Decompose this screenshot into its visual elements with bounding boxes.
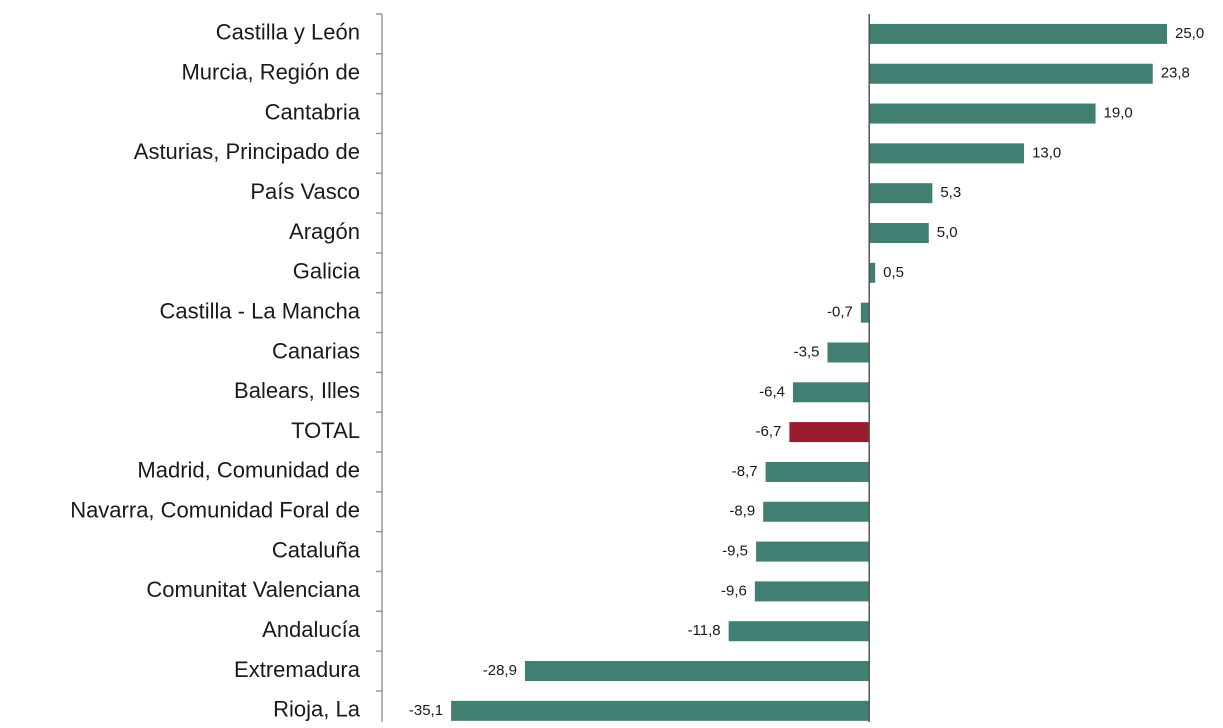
value-label: 0,5	[883, 264, 904, 281]
bar	[756, 541, 870, 562]
bar	[789, 422, 870, 443]
bar	[763, 501, 870, 522]
category-label: Castilla y León	[216, 20, 360, 45]
value-label: -28,9	[483, 662, 517, 679]
value-label: 23,8	[1161, 65, 1190, 82]
bar	[869, 183, 933, 204]
value-label: -3,5	[794, 343, 820, 360]
value-label: -8,7	[732, 463, 758, 480]
bar	[869, 103, 1096, 124]
category-label: Asturias, Principado de	[134, 139, 360, 164]
value-label: 5,3	[940, 184, 961, 201]
category-label: Castilla - La Mancha	[159, 298, 360, 323]
bar	[869, 63, 1153, 84]
category-label: Canarias	[272, 338, 360, 363]
bar	[792, 382, 870, 403]
value-label: -8,9	[729, 503, 755, 520]
category-label: Andalucía	[262, 617, 361, 642]
category-label: Madrid, Comunidad de	[137, 458, 360, 483]
value-label: -9,5	[722, 543, 748, 560]
category-label: Comunitat Valenciana	[146, 577, 360, 602]
value-label: -11,8	[688, 622, 721, 639]
category-label: Cantabria	[265, 99, 361, 124]
category-label: País Vasco	[250, 179, 360, 204]
category-label: Rioja, La	[273, 697, 361, 722]
bar	[860, 302, 870, 323]
category-label: Murcia, Región de	[181, 60, 360, 85]
category-label: Aragón	[289, 219, 360, 244]
value-label: -35,1	[409, 702, 443, 719]
bar	[869, 262, 876, 283]
category-label: Galicia	[293, 259, 361, 284]
category-label: Navarra, Comunidad Foral de	[70, 498, 360, 523]
value-label: -6,4	[759, 383, 785, 400]
bar	[728, 621, 870, 642]
value-label: -0,7	[827, 304, 853, 321]
bar	[754, 581, 870, 602]
bar	[869, 23, 1168, 44]
value-label: 25,0	[1175, 25, 1204, 42]
bar	[869, 223, 929, 244]
value-label: 13,0	[1032, 144, 1061, 161]
category-label: TOTAL	[291, 418, 360, 443]
bar	[524, 661, 870, 682]
value-label: -9,6	[721, 582, 747, 599]
value-label: 19,0	[1104, 105, 1133, 122]
value-label: -6,7	[756, 423, 782, 440]
bar	[827, 342, 870, 363]
category-label: Balears, Illes	[234, 378, 360, 403]
category-label: Cataluña	[272, 537, 361, 562]
category-label: Extremadura	[234, 657, 361, 682]
bar	[765, 461, 870, 482]
value-label: 5,0	[937, 224, 958, 241]
bar	[451, 700, 870, 721]
bar	[869, 143, 1025, 164]
